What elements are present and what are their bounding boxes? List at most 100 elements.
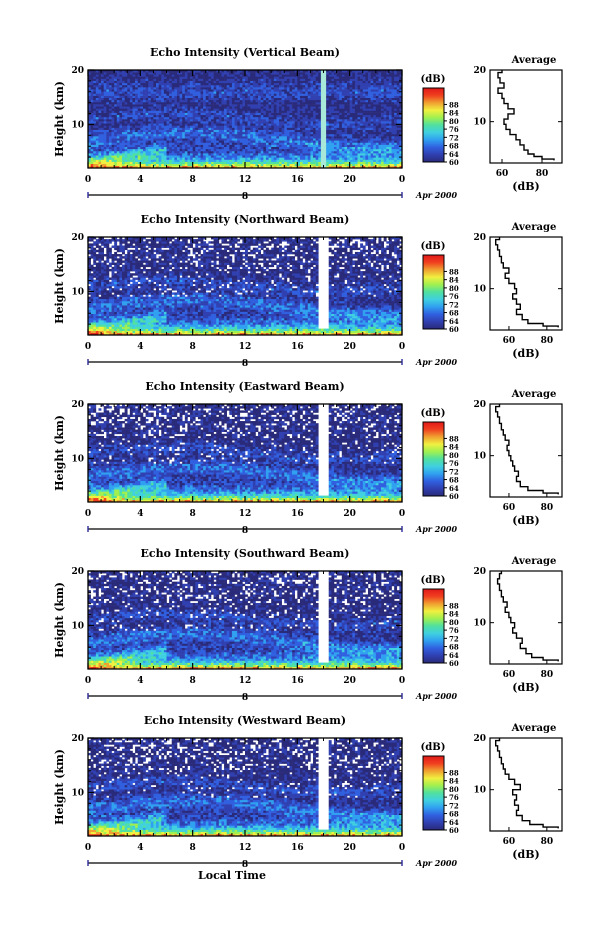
average-y-tick-label: 10 [473, 118, 486, 128]
colorbar-tick-label: 84 [449, 777, 459, 786]
x-tick-label: 16 [291, 342, 304, 352]
colorbar-tick-label: 76 [449, 125, 459, 134]
x-tick-label: 12 [239, 843, 252, 853]
average-x-label: (dB) [512, 347, 539, 360]
date-label: Apr 2000 [415, 190, 458, 200]
x-tick-label: 0 [85, 342, 91, 352]
y-axis-label: Height (km) [53, 81, 66, 157]
colorbar-tick-label: 72 [449, 634, 459, 643]
x-tick-label: 0 [85, 175, 91, 185]
average-y-tick-label: 20 [473, 734, 486, 744]
x-tick-label: 12 [239, 175, 252, 185]
x-tick-label: 4 [137, 843, 143, 853]
colorbar-tick-label: 64 [449, 484, 459, 493]
average-x-tick-label: 60 [496, 169, 509, 179]
heatmap-cells [88, 571, 402, 669]
average-frame [490, 237, 562, 330]
colorbar-tick-label: 60 [449, 158, 459, 167]
colorbar-tick-label: 64 [449, 150, 459, 159]
x-tick-label: 20 [343, 175, 356, 185]
heatmap-cells [88, 738, 402, 836]
x-tick-label: 4 [137, 175, 143, 185]
colorbar-tick-label: 60 [449, 492, 459, 501]
colorbar-tick-label: 84 [449, 276, 459, 285]
colorbar-tick-label: 84 [449, 443, 459, 452]
x-tick-label: 16 [291, 175, 304, 185]
average-y-tick-label: 20 [473, 400, 486, 410]
panel-title: Echo Intensity (Westward Beam) [144, 714, 346, 727]
colorbar [423, 756, 444, 830]
average-title: Average [511, 222, 557, 233]
date-label: Apr 2000 [415, 357, 458, 367]
x-tick-label: 16 [291, 843, 304, 853]
average-line [496, 738, 559, 828]
x-tick-label: 8 [190, 509, 196, 519]
panel-title: Echo Intensity (Vertical Beam) [150, 46, 340, 59]
x-tick-label: 20 [343, 342, 356, 352]
x-axis-label: Local Time [198, 869, 266, 882]
day-label: 8 [242, 359, 248, 369]
colorbar-tick-label: 72 [449, 467, 459, 476]
average-y-tick-label: 10 [473, 786, 486, 796]
colorbar-tick-label: 76 [449, 459, 459, 468]
x-tick-label: 0 [399, 843, 405, 853]
average-y-tick-label: 20 [473, 233, 486, 243]
panel-title: Echo Intensity (Northward Beam) [141, 213, 350, 226]
heatmap-cells [88, 237, 402, 335]
colorbar-tick-label: 88 [449, 601, 459, 610]
y-tick-label: 20 [71, 66, 84, 76]
colorbar-unit: (dB) [421, 74, 446, 85]
colorbar-unit: (dB) [421, 241, 446, 252]
colorbar-tick-label: 76 [449, 292, 459, 301]
average-frame [490, 70, 562, 163]
colorbar-tick-label: 68 [449, 142, 459, 151]
colorbar-tick-label: 80 [449, 451, 459, 460]
x-tick-label: 0 [399, 676, 405, 686]
day-label: 8 [242, 192, 248, 202]
panel-westward: Echo Intensity (Westward Beam) 0 4 8 12 16 20 0… [53, 714, 562, 870]
average-x-tick-label: 80 [541, 670, 554, 680]
colorbar-tick-label: 88 [449, 267, 459, 276]
x-tick-label: 20 [343, 676, 356, 686]
colorbar-tick-label: 72 [449, 133, 459, 142]
panel-title: Echo Intensity (Southward Beam) [141, 547, 350, 560]
colorbar-tick-label: 76 [449, 793, 459, 802]
x-tick-label: 8 [190, 843, 196, 853]
colorbar-tick-label: 84 [449, 109, 459, 118]
colorbar-tick-label: 76 [449, 626, 459, 635]
average-x-tick-label: 60 [503, 503, 516, 513]
x-tick-label: 0 [399, 175, 405, 185]
x-tick-label: 0 [85, 843, 91, 853]
y-axis-label: Height (km) [53, 582, 66, 658]
average-x-tick-label: 80 [536, 169, 549, 179]
average-title: Average [511, 556, 557, 567]
date-label: Apr 2000 [415, 524, 458, 534]
colorbar-tick-label: 60 [449, 826, 459, 835]
x-tick-label: 20 [343, 509, 356, 519]
average-x-tick-label: 80 [541, 837, 554, 847]
heatmap-cells [88, 404, 402, 502]
average-y-tick-label: 20 [473, 66, 486, 76]
y-tick-label: 10 [71, 287, 84, 297]
colorbar-tick-label: 84 [449, 610, 459, 619]
heatmap-cells [88, 70, 402, 168]
colorbar-unit: (dB) [421, 575, 446, 586]
colorbar-tick-label: 64 [449, 818, 459, 827]
x-tick-label: 16 [291, 509, 304, 519]
colorbar-tick-label: 80 [449, 618, 459, 627]
x-tick-label: 12 [239, 342, 252, 352]
x-tick-label: 8 [190, 175, 196, 185]
colorbar-tick-label: 60 [449, 325, 459, 334]
average-x-tick-label: 80 [541, 503, 554, 513]
colorbar [423, 422, 444, 496]
x-tick-label: 16 [291, 676, 304, 686]
x-tick-label: 4 [137, 676, 143, 686]
colorbar-tick-label: 88 [449, 768, 459, 777]
